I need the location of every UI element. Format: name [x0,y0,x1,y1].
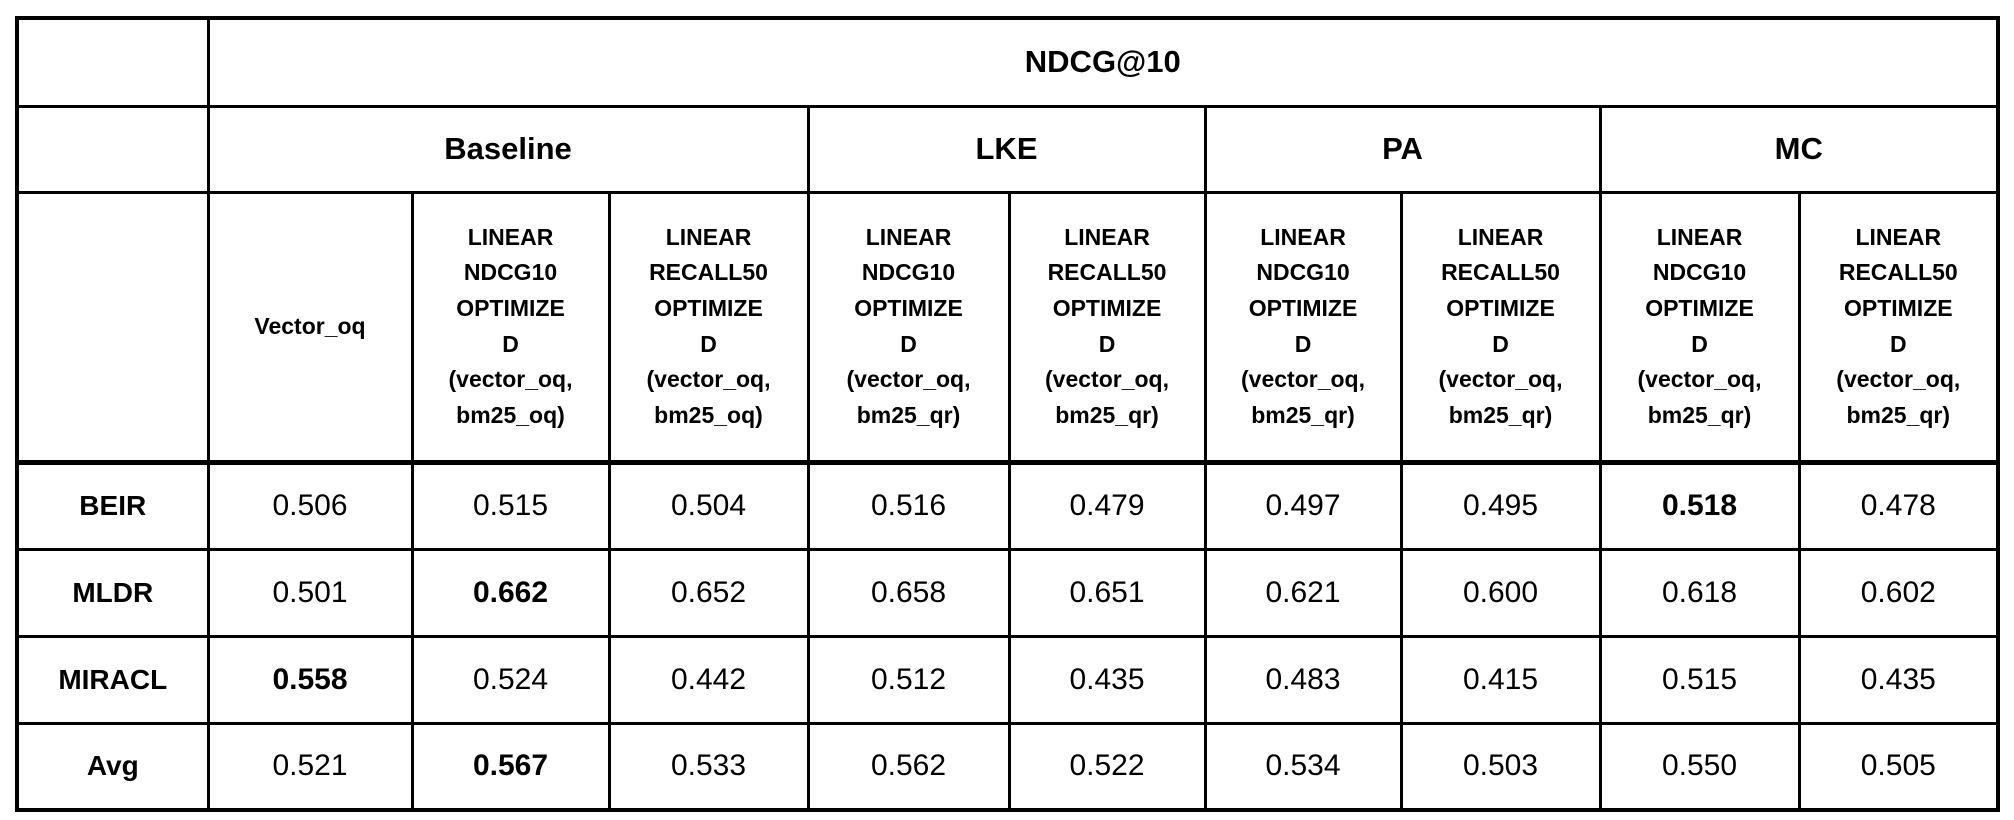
group-header-row: Baseline LKE PA MC [15,104,2000,194]
col-header-lke-ndcg10: LINEAR NDCG10 OPTIMIZE D (vector_oq, bm2… [806,190,1011,465]
row-label-avg: Avg [15,721,210,812]
cell-miracl-4: 0.435 [1007,634,1207,725]
cell-mldr-7: 0.618 [1598,547,1801,638]
group-pa: PA [1203,104,1602,194]
cell-miracl-1: 0.524 [410,634,611,725]
corner-cell-group [15,104,210,194]
cell-avg-1: 0.567 [410,721,611,812]
ndcg-results-table: NDCG@10 Baseline LKE PA MC Vector_oq LIN… [15,16,2001,812]
title-row: NDCG@10 [15,16,2000,108]
cell-mldr-0: 0.501 [206,547,414,638]
group-baseline: Baseline [206,104,810,194]
cell-miracl-7: 0.515 [1598,634,1801,725]
cell-miracl-2: 0.442 [607,634,810,725]
row-label-mldr: MLDR [15,547,210,638]
col-header-lke-recall50: LINEAR RECALL50 OPTIMIZE D (vector_oq, b… [1007,190,1207,465]
col-header-mc-recall50: LINEAR RECALL50 OPTIMIZE D (vector_oq, b… [1797,190,2000,465]
col-header-mc-ndcg10: LINEAR NDCG10 OPTIMIZE D (vector_oq, bm2… [1598,190,1801,465]
table-title: NDCG@10 [206,16,2000,108]
table-row-mldr: MLDR 0.501 0.662 0.652 0.658 0.651 0.621… [15,547,2000,638]
cell-avg-4: 0.522 [1007,721,1207,812]
cell-beir-7: 0.518 [1598,460,1801,551]
cell-miracl-0: 0.558 [206,634,414,725]
col-header-pa-ndcg10: LINEAR NDCG10 OPTIMIZE D (vector_oq, bm2… [1203,190,1403,465]
row-label-beir: BEIR [15,460,210,551]
cell-beir-8: 0.478 [1797,460,2000,551]
corner-cell-title [15,16,210,108]
table-row-miracl: MIRACL 0.558 0.524 0.442 0.512 0.435 0.4… [15,634,2000,725]
cell-avg-2: 0.533 [607,721,810,812]
cell-beir-4: 0.479 [1007,460,1207,551]
col-header-vector-oq: Vector_oq [206,190,414,465]
col-header-pa-recall50: LINEAR RECALL50 OPTIMIZE D (vector_oq, b… [1399,190,1602,465]
cell-avg-8: 0.505 [1797,721,2000,812]
cell-miracl-5: 0.483 [1203,634,1403,725]
cell-beir-5: 0.497 [1203,460,1403,551]
column-header-row: Vector_oq LINEAR NDCG10 OPTIMIZE D (vect… [15,190,2000,465]
cell-avg-6: 0.503 [1399,721,1602,812]
table-row-avg: Avg 0.521 0.567 0.533 0.562 0.522 0.534 … [15,721,2000,812]
cell-mldr-4: 0.651 [1007,547,1207,638]
row-label-miracl: MIRACL [15,634,210,725]
col-header-baseline-ndcg10: LINEAR NDCG10 OPTIMIZE D (vector_oq, bm2… [410,190,611,465]
cell-beir-2: 0.504 [607,460,810,551]
cell-avg-7: 0.550 [1598,721,1801,812]
cell-mldr-3: 0.658 [806,547,1011,638]
cell-avg-3: 0.562 [806,721,1011,812]
cell-mldr-6: 0.600 [1399,547,1602,638]
group-lke: LKE [806,104,1207,194]
cell-avg-0: 0.521 [206,721,414,812]
cell-beir-1: 0.515 [410,460,611,551]
corner-cell-cols [15,190,210,465]
cell-mldr-5: 0.621 [1203,547,1403,638]
cell-beir-6: 0.495 [1399,460,1602,551]
cell-mldr-8: 0.602 [1797,547,2000,638]
cell-avg-5: 0.534 [1203,721,1403,812]
col-header-baseline-recall50: LINEAR RECALL50 OPTIMIZE D (vector_oq, b… [607,190,810,465]
group-mc: MC [1598,104,2000,194]
cell-miracl-6: 0.415 [1399,634,1602,725]
cell-beir-0: 0.506 [206,460,414,551]
cell-miracl-3: 0.512 [806,634,1011,725]
cell-mldr-1: 0.662 [410,547,611,638]
cell-beir-3: 0.516 [806,460,1011,551]
table-row-beir: BEIR 0.506 0.515 0.504 0.516 0.479 0.497… [15,460,2000,551]
cell-mldr-2: 0.652 [607,547,810,638]
cell-miracl-8: 0.435 [1797,634,2000,725]
